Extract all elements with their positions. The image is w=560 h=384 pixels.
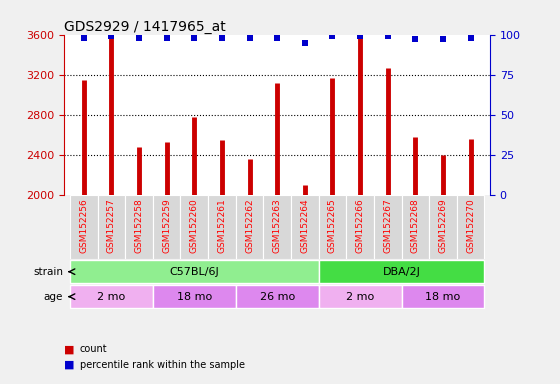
FancyBboxPatch shape — [402, 195, 429, 259]
Text: ■: ■ — [64, 360, 75, 370]
FancyBboxPatch shape — [180, 195, 208, 259]
Text: 26 mo: 26 mo — [260, 291, 295, 302]
Text: GSM152269: GSM152269 — [438, 198, 447, 253]
FancyBboxPatch shape — [125, 195, 153, 259]
Text: ■: ■ — [64, 344, 75, 354]
FancyBboxPatch shape — [457, 195, 484, 259]
Text: 18 mo: 18 mo — [426, 291, 461, 302]
Text: GSM152256: GSM152256 — [80, 198, 88, 253]
Text: percentile rank within the sample: percentile rank within the sample — [80, 360, 245, 370]
Text: GSM152267: GSM152267 — [383, 198, 392, 253]
FancyBboxPatch shape — [70, 260, 319, 283]
FancyBboxPatch shape — [153, 195, 180, 259]
Text: GSM152266: GSM152266 — [356, 198, 365, 253]
Text: GSM152262: GSM152262 — [245, 198, 254, 253]
FancyBboxPatch shape — [153, 285, 236, 308]
FancyBboxPatch shape — [97, 195, 125, 259]
FancyBboxPatch shape — [291, 195, 319, 259]
FancyBboxPatch shape — [70, 195, 97, 259]
Text: GSM152260: GSM152260 — [190, 198, 199, 253]
FancyBboxPatch shape — [319, 285, 402, 308]
FancyBboxPatch shape — [236, 285, 319, 308]
Text: 2 mo: 2 mo — [346, 291, 374, 302]
Text: GSM152264: GSM152264 — [300, 198, 309, 253]
Text: GSM152258: GSM152258 — [134, 198, 143, 253]
Text: GSM152268: GSM152268 — [411, 198, 420, 253]
Text: GSM152263: GSM152263 — [273, 198, 282, 253]
Text: GDS2929 / 1417965_at: GDS2929 / 1417965_at — [64, 20, 226, 33]
FancyBboxPatch shape — [346, 195, 374, 259]
Text: 18 mo: 18 mo — [176, 291, 212, 302]
Text: age: age — [44, 291, 63, 302]
Text: DBA/2J: DBA/2J — [382, 266, 421, 277]
FancyBboxPatch shape — [374, 195, 402, 259]
FancyBboxPatch shape — [70, 285, 153, 308]
FancyBboxPatch shape — [429, 195, 457, 259]
Text: 2 mo: 2 mo — [97, 291, 125, 302]
FancyBboxPatch shape — [319, 260, 484, 283]
Text: GSM152259: GSM152259 — [162, 198, 171, 253]
FancyBboxPatch shape — [263, 195, 291, 259]
Text: GSM152261: GSM152261 — [217, 198, 226, 253]
FancyBboxPatch shape — [402, 285, 484, 308]
Text: GSM152270: GSM152270 — [466, 198, 475, 253]
Text: GSM152265: GSM152265 — [328, 198, 337, 253]
Text: C57BL/6J: C57BL/6J — [170, 266, 219, 277]
Text: GSM152257: GSM152257 — [107, 198, 116, 253]
Text: strain: strain — [33, 266, 63, 277]
FancyBboxPatch shape — [208, 195, 236, 259]
FancyBboxPatch shape — [319, 195, 346, 259]
Text: count: count — [80, 344, 107, 354]
FancyBboxPatch shape — [236, 195, 263, 259]
